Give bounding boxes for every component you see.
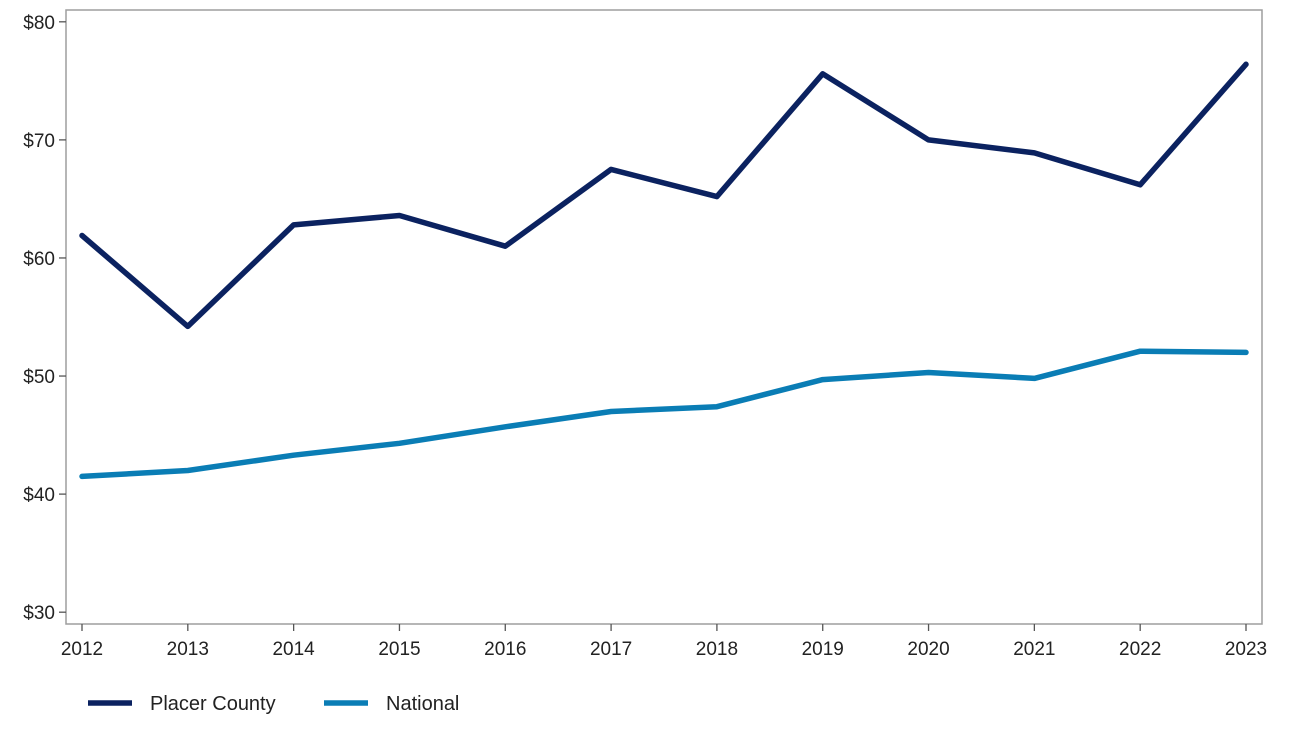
x-tick-label: 2020 — [907, 639, 949, 660]
y-axis: $30 $40 $50 $60 $70 $80 — [23, 13, 66, 624]
x-tick-label: 2015 — [378, 639, 420, 660]
y-tick-label: $60 — [23, 249, 55, 270]
series-line-national — [79, 348, 1249, 480]
x-tick-label: 2012 — [61, 639, 103, 660]
x-axis: 2012 2013 2014 2015 2016 2017 2018 2019 2020 2021… — [61, 624, 1267, 660]
x-tick-label: 2023 — [1225, 639, 1267, 660]
series-layer — [79, 61, 1249, 480]
x-tick-label: 2016 — [484, 639, 526, 660]
plot-frame — [65, 9, 1263, 625]
legend-label-placer-county: Placer County — [150, 693, 276, 715]
y-tick-label: $50 — [23, 367, 55, 388]
x-tick-label: 2014 — [272, 639, 315, 660]
y-tick-label: $70 — [23, 131, 55, 152]
series-line-placer-county — [79, 61, 1249, 330]
x-tick-label: 2019 — [802, 639, 844, 660]
y-tick-label: $30 — [23, 603, 55, 624]
x-tick-label: 2013 — [167, 639, 209, 660]
y-tick-label: $40 — [23, 485, 55, 506]
x-tick-label: 2018 — [696, 639, 738, 660]
y-tick-label: $80 — [23, 13, 55, 34]
x-tick-label: 2022 — [1119, 639, 1161, 660]
legend: Placer County National — [88, 693, 459, 715]
legend-label-national: National — [386, 693, 459, 715]
x-tick-label: 2021 — [1013, 639, 1055, 660]
x-tick-label: 2017 — [590, 639, 632, 660]
